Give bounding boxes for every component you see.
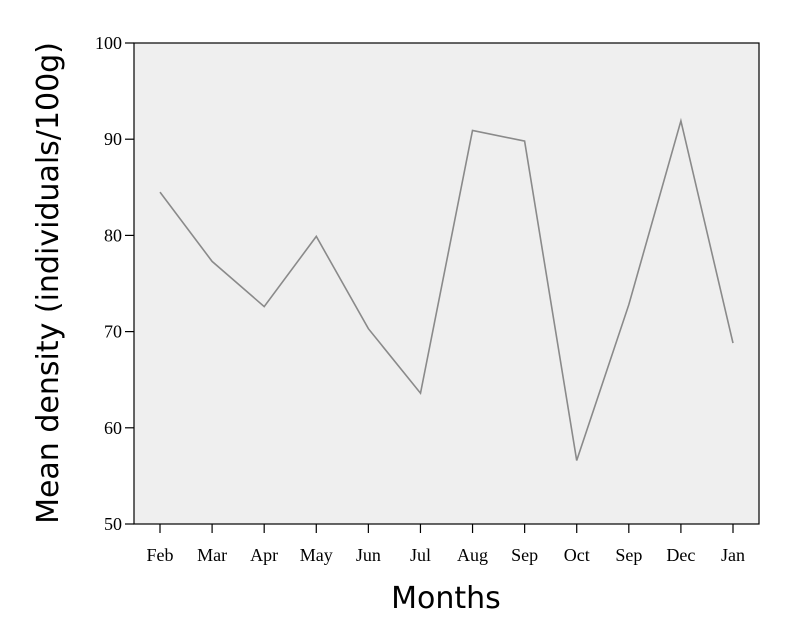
data-point	[576, 460, 578, 462]
data-point	[159, 191, 161, 193]
data-point	[680, 120, 682, 122]
data-point	[367, 328, 369, 330]
data-point	[472, 130, 474, 132]
x-tick-label: Mar	[197, 545, 227, 565]
x-axis: Feb Mar Apr May Jun Jul Aug Sep Oct Sep Dec Jan	[147, 524, 745, 565]
x-tick-label: May	[300, 545, 333, 565]
data-point	[315, 235, 317, 237]
x-tick-label: Jun	[356, 545, 381, 565]
y-tick-label: 50	[104, 514, 122, 534]
x-tick-label: Sep	[511, 545, 538, 565]
series-line	[159, 117, 734, 461]
x-tick-label: Sep	[615, 545, 642, 565]
data-point	[263, 306, 265, 308]
x-axis-title: Months	[391, 581, 501, 616]
data-point	[628, 304, 630, 306]
x-tick-label: Aug	[457, 545, 488, 565]
y-tick-label: 60	[104, 418, 122, 438]
x-tick-label: Apr	[250, 545, 278, 565]
x-tick-label: Dec	[666, 545, 695, 565]
plot-area	[133, 42, 760, 525]
y-axis: 50 60 70 80 90 100	[95, 33, 134, 534]
data-point	[211, 260, 213, 262]
y-tick-label: 90	[104, 129, 122, 149]
y-axis-title: Mean density (individuals/100g)	[31, 42, 66, 524]
x-tick-label: Feb	[147, 545, 174, 565]
data-point	[732, 342, 734, 344]
y-tick-label: 100	[95, 33, 122, 53]
x-tick-label: Jan	[721, 545, 745, 565]
data-point	[419, 392, 421, 394]
data-point	[524, 140, 526, 142]
x-tick-label: Jul	[410, 545, 431, 565]
y-tick-label: 70	[104, 322, 122, 342]
x-tick-label: Oct	[564, 545, 590, 565]
y-tick-label: 80	[104, 225, 122, 245]
